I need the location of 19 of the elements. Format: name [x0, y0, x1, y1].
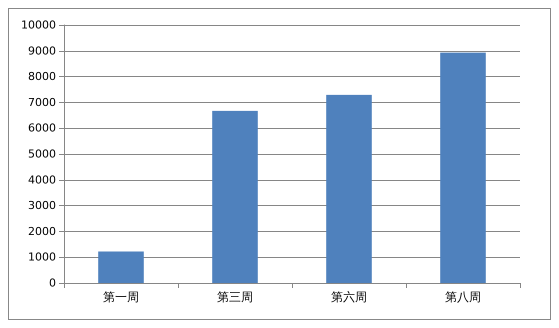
x-tick-label: 第一周: [103, 290, 139, 304]
y-tick-label: 4000: [28, 173, 56, 186]
bar: [212, 110, 258, 283]
bar: [326, 94, 372, 283]
y-tick-label: 2000: [28, 224, 56, 238]
y-tick-label: 0: [49, 276, 56, 290]
bar: [440, 52, 486, 283]
y-tick-label: 6000: [28, 122, 56, 135]
y-tick-label: 10000: [21, 18, 56, 32]
y-tick-label: 3000: [28, 199, 56, 212]
y-tick-label: 8000: [28, 70, 56, 84]
x-tick-label: 第三周: [217, 290, 253, 304]
y-tick-label: 9000: [28, 44, 56, 58]
y-tick-label: 1000: [28, 250, 56, 264]
y-tick-label: 7000: [28, 96, 56, 109]
x-tick-label: 第六周: [331, 290, 367, 304]
x-tick-label: 第八周: [445, 290, 481, 304]
y-tick-label: 5000: [28, 148, 56, 160]
bar: [98, 252, 144, 283]
